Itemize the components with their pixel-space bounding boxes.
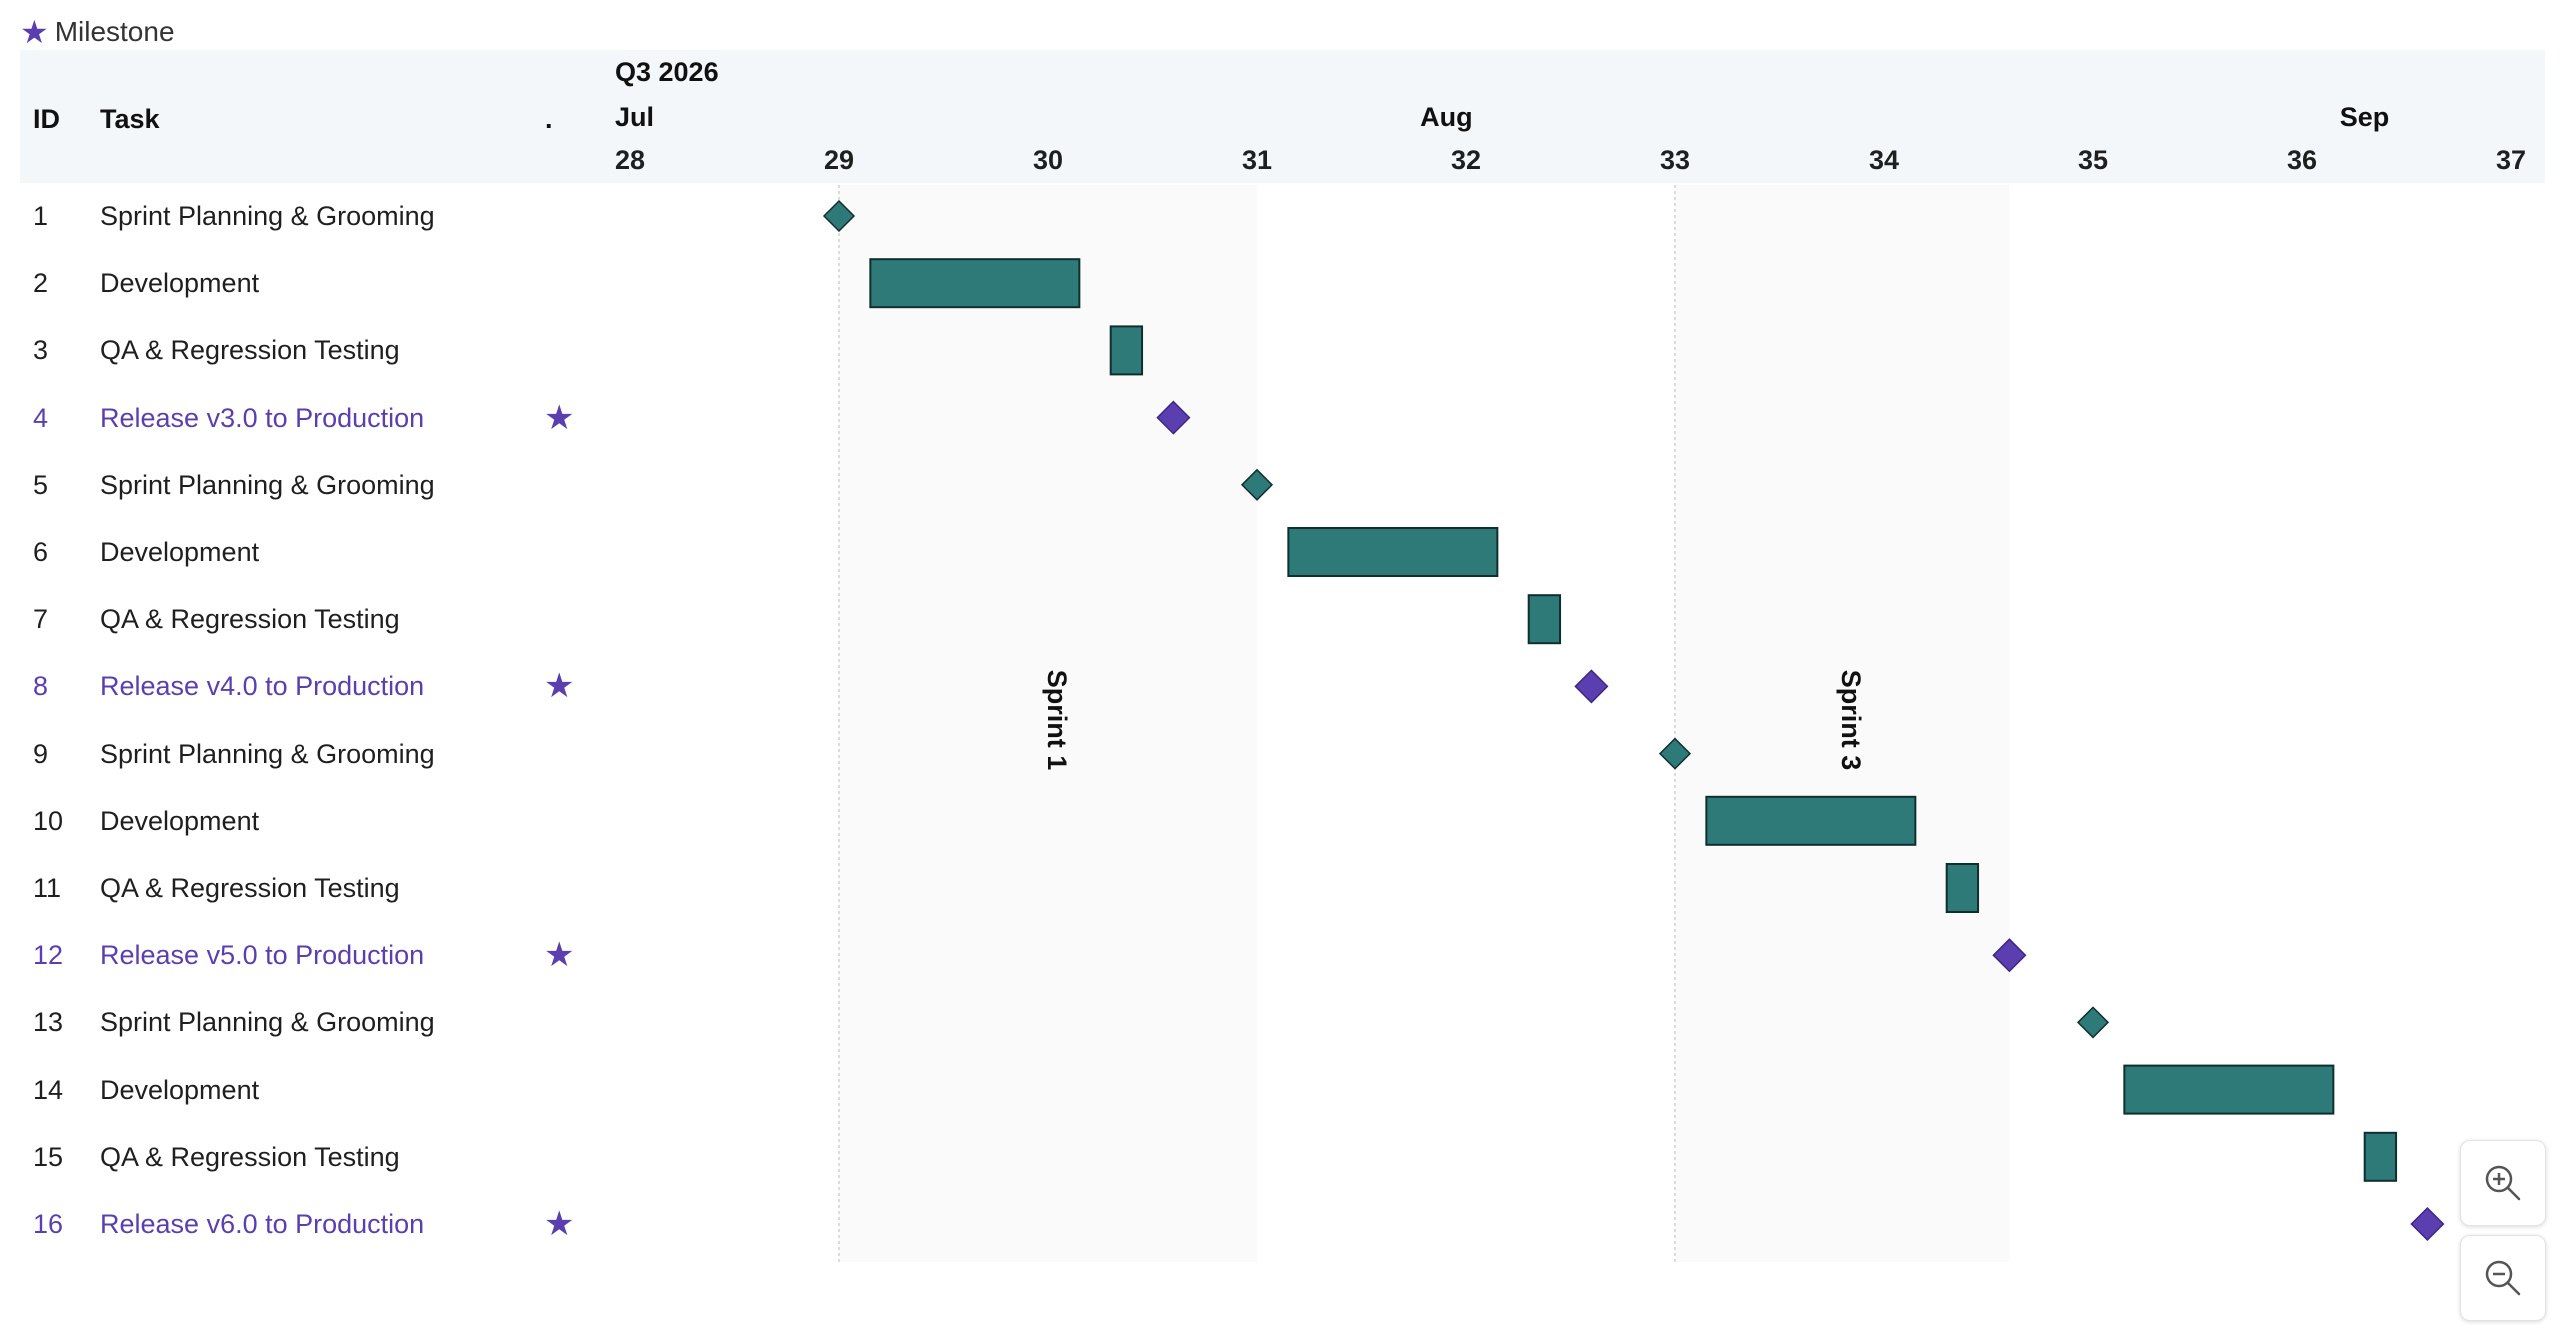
task-name[interactable]: Sprint Planning & Grooming — [100, 469, 435, 500]
quarter-label: Q3 2026 — [615, 57, 719, 87]
task-id: 6 — [33, 537, 49, 567]
star-icon: ★ — [20, 14, 49, 50]
task-bar[interactable] — [869, 258, 1081, 309]
week-label: 37 — [2495, 145, 2527, 175]
zoom-in-button[interactable] — [2460, 1140, 2546, 1226]
task-id: 13 — [33, 1007, 64, 1038]
task-name[interactable]: Release v3.0 to Production — [100, 402, 425, 433]
milestone-marker[interactable] — [1992, 938, 2027, 973]
task-point-marker[interactable] — [2076, 1006, 2110, 1039]
task-point-marker[interactable] — [1658, 737, 1692, 770]
zoom-in-icon — [2485, 1165, 2521, 1201]
week-label: 34 — [1868, 145, 1900, 175]
task-id: 15 — [33, 1141, 64, 1172]
timeline-header — [20, 50, 2545, 183]
week-label: 31 — [1241, 145, 1273, 175]
sprint-band — [839, 185, 1257, 1262]
task-bar[interactable] — [1705, 795, 1917, 846]
task-name[interactable]: Sprint Planning & Grooming — [100, 1007, 435, 1038]
task-id: 7 — [33, 604, 49, 635]
month-label: Sep — [2339, 102, 2390, 132]
task-bar[interactable] — [1945, 863, 1980, 913]
zoom-out-button[interactable] — [2460, 1235, 2546, 1321]
star-icon: ★ — [544, 667, 575, 706]
task-bar[interactable] — [1527, 594, 1562, 645]
star-icon: ★ — [544, 398, 575, 437]
task-name[interactable]: QA & Regression Testing — [100, 604, 400, 635]
task-name[interactable]: Development — [100, 537, 260, 567]
task-bar[interactable] — [2363, 1131, 2398, 1182]
task-id: 4 — [33, 402, 49, 433]
week-label: 32 — [1450, 145, 1482, 175]
task-id: 9 — [33, 738, 49, 769]
task-id: 2 — [33, 268, 49, 299]
week-label: 28 — [614, 145, 646, 175]
week-label: 29 — [823, 145, 855, 175]
task-name[interactable]: Development — [100, 805, 260, 836]
task-id: 11 — [33, 873, 62, 903]
week-label: 35 — [2077, 145, 2109, 175]
column-header-task: Task — [100, 104, 160, 134]
sprint-label: Sprint 1 — [1042, 670, 1072, 771]
zoom-out-icon — [2485, 1260, 2521, 1296]
milestone-marker[interactable] — [1574, 669, 1609, 704]
column-header-flag: . — [545, 104, 553, 134]
task-id: 3 — [33, 335, 49, 366]
task-name[interactable]: Sprint Planning & Grooming — [100, 738, 435, 769]
legend: ★ Milestone — [20, 12, 175, 52]
task-id: 14 — [33, 1074, 64, 1105]
task-name[interactable]: Sprint Planning & Grooming — [100, 201, 435, 231]
task-id: 12 — [33, 940, 64, 971]
task-bar[interactable] — [2123, 1064, 2335, 1115]
column-header-id: ID — [33, 104, 60, 134]
task-id: 16 — [33, 1209, 64, 1239]
week-label: 30 — [1032, 145, 1064, 175]
legend-label: Milestone — [54, 16, 175, 47]
task-bar[interactable] — [1109, 325, 1144, 376]
task-id: 10 — [33, 805, 64, 836]
task-point-marker[interactable] — [822, 199, 856, 233]
star-icon: ★ — [544, 1205, 575, 1243]
week-label: 33 — [1659, 145, 1691, 175]
task-id: 1 — [33, 201, 49, 231]
star-icon: ★ — [544, 936, 575, 975]
task-id: 5 — [33, 469, 49, 500]
sprint-band — [1675, 185, 2010, 1262]
milestone-marker[interactable] — [1156, 400, 1191, 435]
task-point-marker[interactable] — [1240, 468, 1274, 501]
sprint-label: Sprint 3 — [1836, 670, 1866, 771]
milestone-marker[interactable] — [2410, 1206, 2445, 1242]
week-label: 36 — [2286, 145, 2318, 175]
task-name[interactable]: QA & Regression Testing — [100, 873, 400, 903]
task-name[interactable]: Release v6.0 to Production — [100, 1209, 425, 1239]
task-name[interactable]: QA & Regression Testing — [100, 1141, 400, 1172]
task-name[interactable]: Release v4.0 to Production — [100, 671, 425, 702]
task-name[interactable]: Development — [100, 268, 260, 299]
task-bar[interactable] — [1287, 527, 1499, 577]
task-name[interactable]: QA & Regression Testing — [100, 335, 400, 366]
task-name[interactable]: Development — [100, 1074, 260, 1105]
month-label: Jul — [615, 102, 655, 132]
task-name[interactable]: Release v5.0 to Production — [100, 940, 425, 971]
month-label: Aug — [1420, 102, 1473, 132]
task-id: 8 — [33, 671, 49, 702]
